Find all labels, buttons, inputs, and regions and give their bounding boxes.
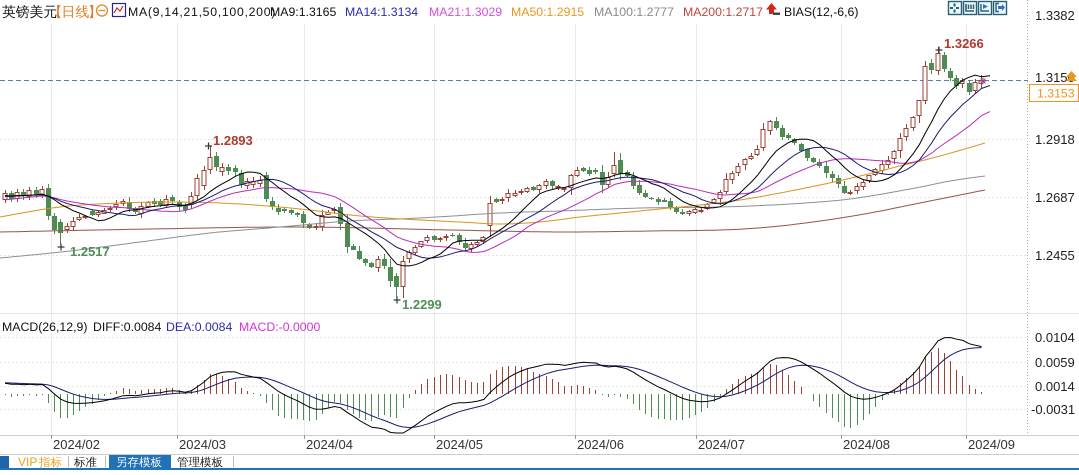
svg-text:1.2517: 1.2517 (70, 244, 110, 259)
svg-text:0.0059: 0.0059 (1035, 355, 1075, 370)
svg-text:MA(9,14,21,50,100,200): MA(9,14,21,50,100,200) (128, 5, 276, 19)
svg-text:1.2299: 1.2299 (402, 297, 442, 312)
svg-text:2024/04: 2024/04 (306, 437, 353, 452)
svg-text:MACD(26,12,9): MACD(26,12,9) (2, 320, 87, 334)
svg-text:DEA:0.0084: DEA:0.0084 (166, 320, 232, 334)
svg-text:MA200:1.2717: MA200:1.2717 (683, 5, 763, 19)
svg-text:1.3150: 1.3150 (1035, 70, 1075, 85)
svg-text:MA50:1.2915: MA50:1.2915 (511, 5, 584, 19)
svg-text:MA14:1.3134: MA14:1.3134 (345, 5, 418, 19)
svg-text:2024/05: 2024/05 (436, 437, 483, 452)
svg-text:-0.0031: -0.0031 (1031, 402, 1075, 417)
svg-text:2024/02: 2024/02 (53, 437, 100, 452)
svg-text:1.3266: 1.3266 (944, 36, 984, 51)
svg-text:MA9:1.3165: MA9:1.3165 (270, 5, 336, 19)
svg-text:1.2687: 1.2687 (1035, 190, 1075, 205)
svg-text:MA21:1.3029: MA21:1.3029 (429, 5, 502, 19)
svg-text:2024/07: 2024/07 (698, 437, 745, 452)
svg-text:MA100:1.2777: MA100:1.2777 (594, 5, 674, 19)
svg-text:1.2893: 1.2893 (213, 133, 253, 148)
svg-text:1.3153: 1.3153 (1037, 87, 1075, 101)
svg-text:BIAS(12,-6,6): BIAS(12,-6,6) (784, 5, 859, 19)
svg-text:0.0014: 0.0014 (1035, 379, 1075, 394)
svg-text:2024/08: 2024/08 (843, 437, 890, 452)
svg-text:2024/03: 2024/03 (179, 437, 226, 452)
svg-text:1.2455: 1.2455 (1035, 248, 1075, 263)
svg-text:DIFF:0.0084: DIFF:0.0084 (93, 320, 162, 334)
svg-text:1.3382: 1.3382 (1035, 8, 1075, 23)
svg-text:2024/09: 2024/09 (968, 437, 1015, 452)
svg-text:2024/06: 2024/06 (577, 437, 624, 452)
svg-text:VIP: VIP (18, 455, 37, 469)
svg-text:MACD:-0.0000: MACD:-0.0000 (239, 320, 320, 334)
svg-text:1.2918: 1.2918 (1035, 132, 1075, 147)
svg-text:0.0104: 0.0104 (1035, 330, 1075, 345)
